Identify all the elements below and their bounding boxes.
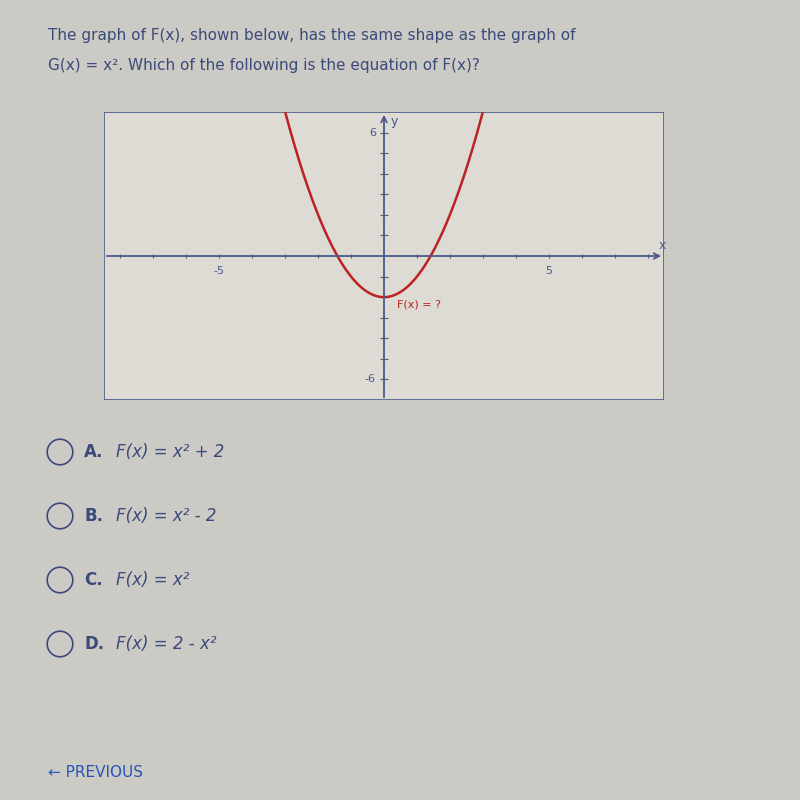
Text: B.: B. <box>84 507 103 525</box>
Text: -5: -5 <box>214 266 225 276</box>
Text: -6: -6 <box>365 374 376 385</box>
Text: The graph of F(x), shown below, has the same shape as the graph of: The graph of F(x), shown below, has the … <box>48 28 575 43</box>
Text: A.: A. <box>84 443 103 461</box>
Text: x: x <box>659 238 666 252</box>
Text: 5: 5 <box>546 266 552 276</box>
Text: F(x) = x²: F(x) = x² <box>116 571 190 589</box>
Text: F(x) = ?: F(x) = ? <box>397 299 441 309</box>
Text: F(x) = 2 - x²: F(x) = 2 - x² <box>116 635 217 653</box>
Bar <box>104 112 664 400</box>
Text: C.: C. <box>84 571 102 589</box>
Text: ← PREVIOUS: ← PREVIOUS <box>48 765 143 780</box>
Text: D.: D. <box>84 635 104 653</box>
Text: 6: 6 <box>369 127 376 138</box>
Text: y: y <box>390 115 398 128</box>
Text: F(x) = x² - 2: F(x) = x² - 2 <box>116 507 217 525</box>
Text: G(x) = x². Which of the following is the equation of F(x)?: G(x) = x². Which of the following is the… <box>48 58 480 73</box>
Text: F(x) = x² + 2: F(x) = x² + 2 <box>116 443 224 461</box>
